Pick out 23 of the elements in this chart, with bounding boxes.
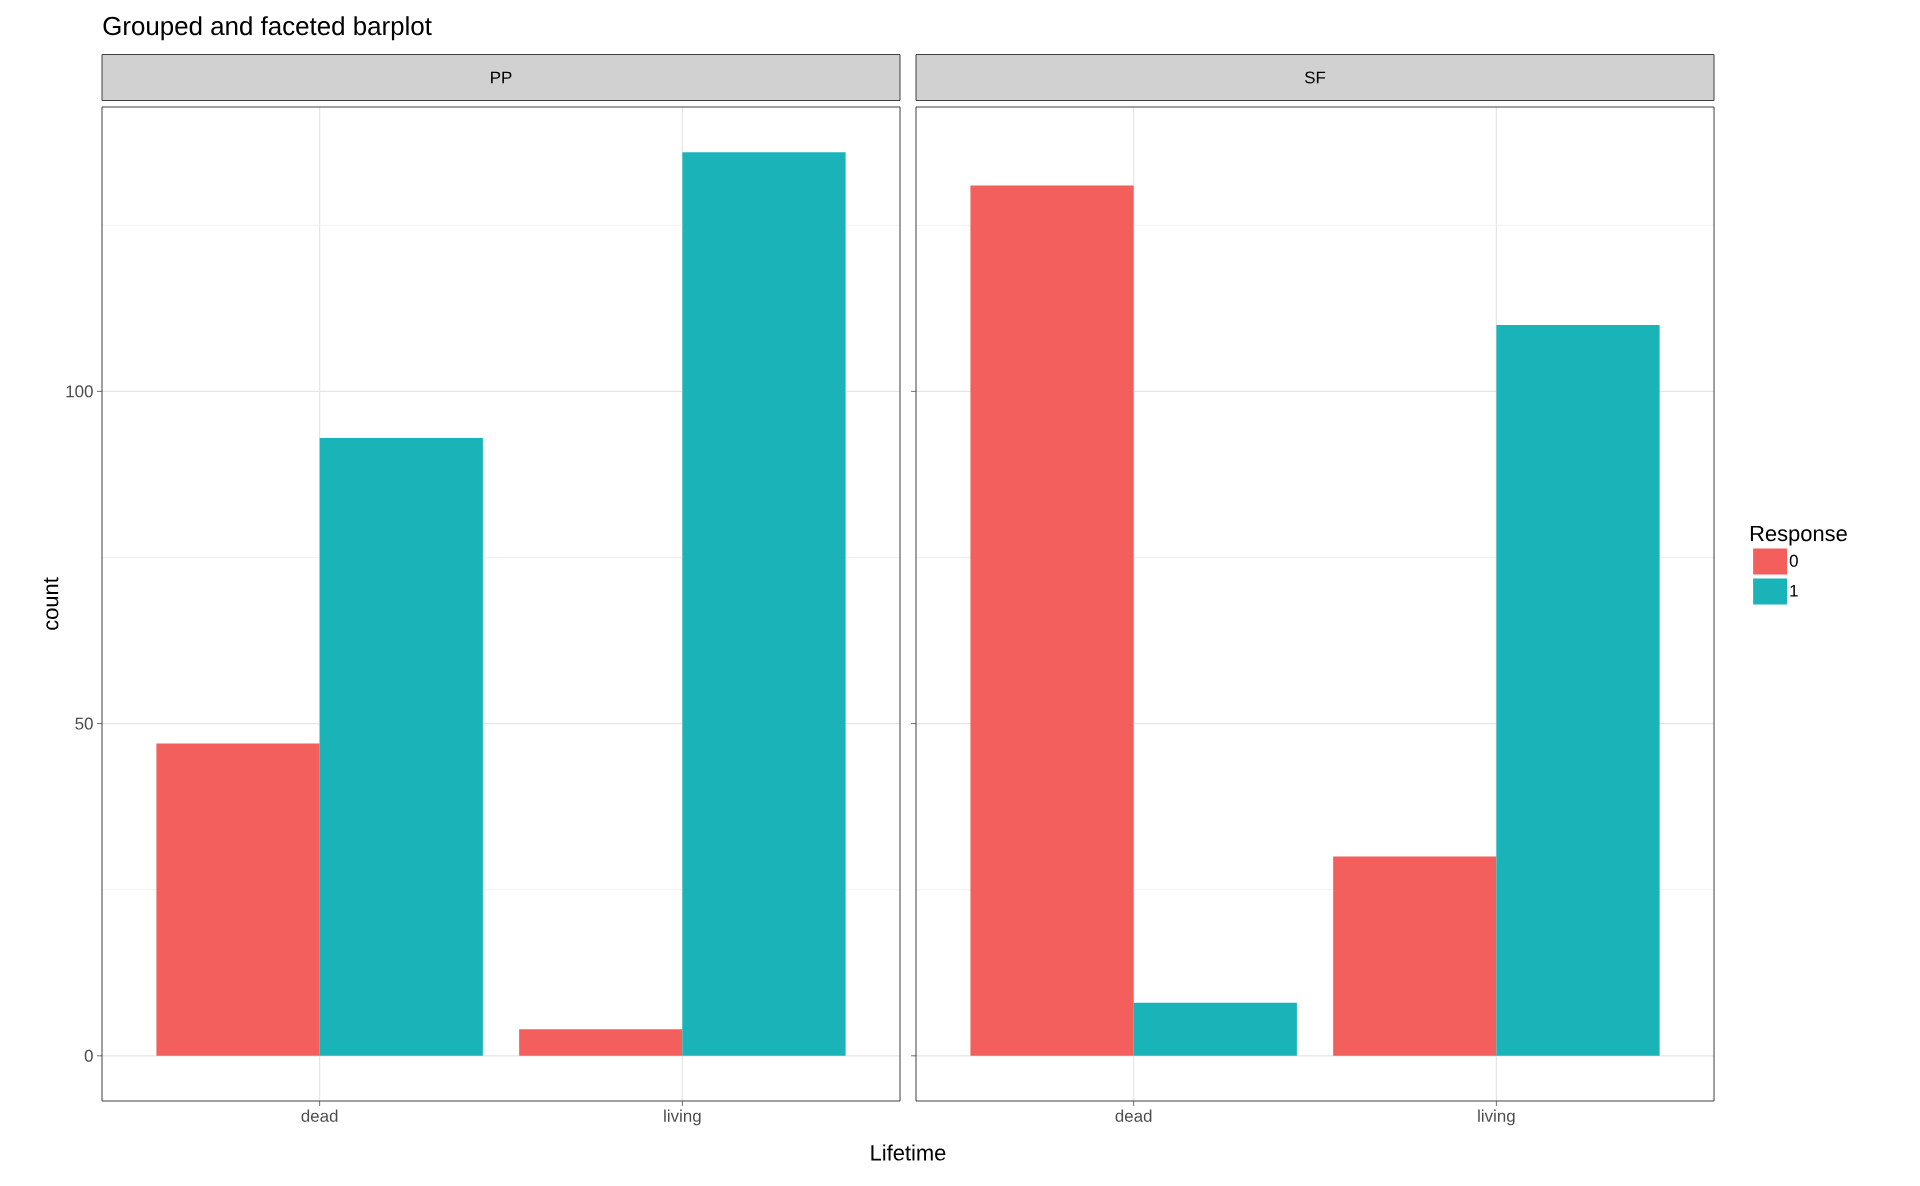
bar	[970, 185, 1134, 1056]
legend-title: Response	[1750, 525, 1847, 546]
chart-subtitle: PP	[491, 71, 512, 84]
x-tick-label: dead	[301, 1109, 338, 1122]
legend-label: 0	[1789, 554, 1798, 567]
chart-subtitle: SF	[1304, 71, 1326, 84]
x-tick-label: living	[664, 1109, 701, 1126]
chart-title: Grouped and faceted barplot	[103, 16, 432, 41]
y-tick-label: 0	[84, 1049, 93, 1062]
y-tick-label: 100	[66, 385, 93, 398]
bar	[1133, 1002, 1297, 1056]
legend-label: 1	[1790, 584, 1798, 597]
bar	[156, 743, 320, 1056]
bar	[319, 437, 483, 1056]
bar	[519, 1029, 683, 1056]
bar	[682, 152, 846, 1056]
bar	[1333, 856, 1497, 1056]
y-tick-label: 50	[75, 717, 93, 730]
x-tick-label: living	[1478, 1109, 1515, 1126]
y-axis-title: count	[44, 577, 59, 630]
x-axis-title: Lifetime	[871, 1144, 946, 1161]
x-tick-label: dead	[1115, 1109, 1152, 1122]
bar	[1496, 324, 1660, 1056]
